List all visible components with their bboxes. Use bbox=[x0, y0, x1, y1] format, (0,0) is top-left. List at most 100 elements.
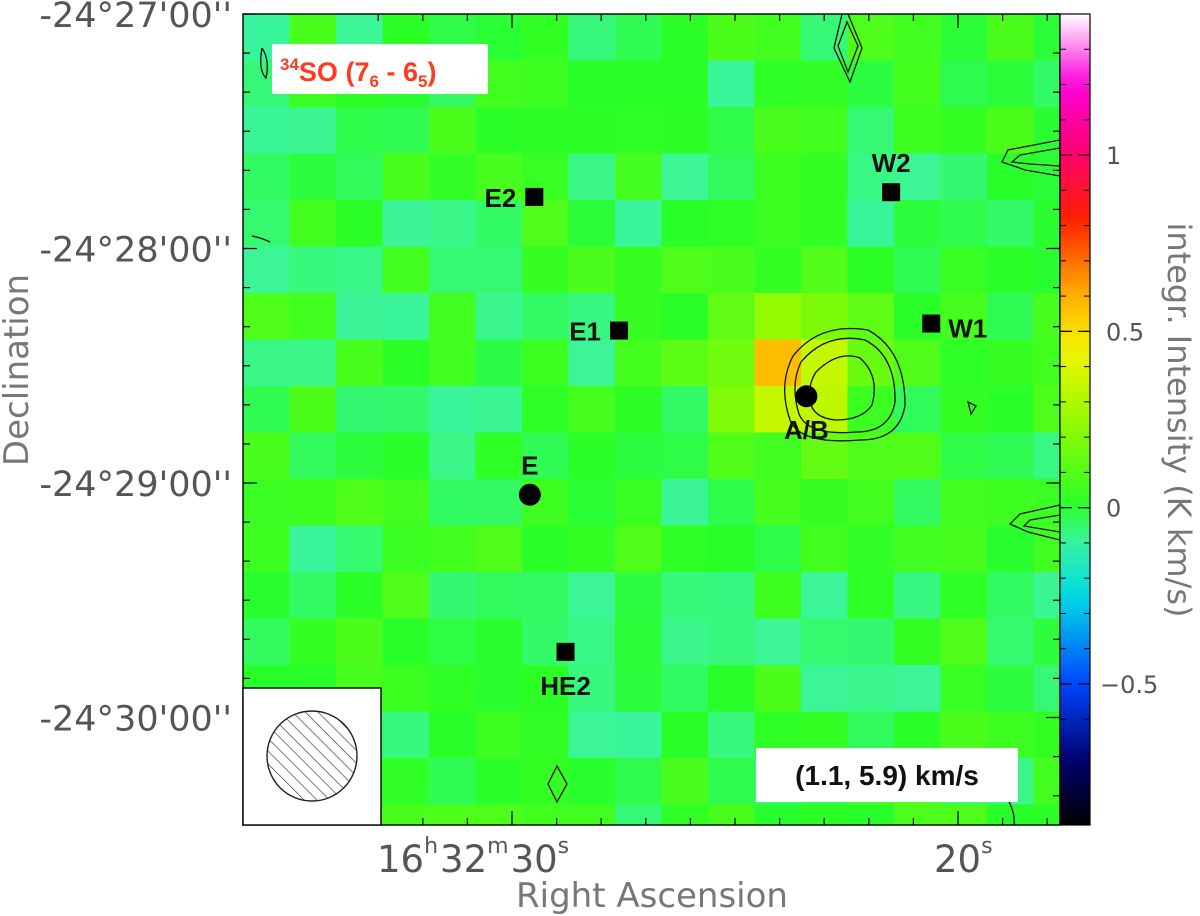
source-marker-square bbox=[610, 321, 629, 340]
map-pixel bbox=[708, 153, 756, 201]
map-pixel bbox=[429, 200, 477, 248]
map-pixel bbox=[754, 246, 802, 294]
map-pixel bbox=[847, 200, 895, 248]
map-pixel bbox=[615, 200, 663, 248]
map-pixel bbox=[940, 665, 988, 713]
map-pixel bbox=[708, 665, 756, 713]
map-pixel bbox=[429, 432, 477, 480]
map-pixel bbox=[429, 758, 477, 806]
map-pixel bbox=[847, 618, 895, 666]
ra-tick-labels: 16h32m30s 20s bbox=[377, 834, 993, 881]
map-pixel bbox=[754, 804, 802, 825]
map-pixel bbox=[568, 339, 616, 387]
contour-path bbox=[833, 14, 863, 84]
map-pixel bbox=[801, 572, 849, 620]
map-pixel bbox=[568, 386, 616, 434]
transition-upper: 7 bbox=[354, 57, 369, 87]
map-pixel bbox=[661, 200, 709, 248]
map-pixel bbox=[708, 479, 756, 527]
map-pixel bbox=[661, 293, 709, 341]
map-pixel bbox=[289, 479, 337, 527]
map-pixel bbox=[568, 572, 616, 620]
transition-lower: 6 bbox=[403, 57, 418, 87]
map-pixel bbox=[289, 200, 337, 248]
map-pixel bbox=[475, 153, 523, 201]
map-pixel bbox=[708, 339, 756, 387]
map-pixel bbox=[894, 432, 942, 480]
map-pixel bbox=[475, 525, 523, 573]
source-marker-circle bbox=[518, 483, 541, 506]
map-pixel bbox=[568, 432, 616, 480]
map-pixel bbox=[429, 293, 477, 341]
map-pixel bbox=[894, 200, 942, 248]
colorbar-gradient bbox=[1059, 13, 1091, 826]
ra-s-unit-2: s bbox=[981, 834, 992, 859]
map-pixel bbox=[940, 246, 988, 294]
contour-path bbox=[1008, 504, 1060, 541]
map-pixel bbox=[1033, 665, 1060, 713]
source-label: W2 bbox=[872, 148, 911, 178]
map-pixel bbox=[522, 246, 570, 294]
map-pixel bbox=[661, 339, 709, 387]
map-pixel bbox=[615, 572, 663, 620]
map-pixel bbox=[522, 758, 570, 806]
ra-hours: 16 bbox=[377, 838, 424, 881]
map-pixel bbox=[1033, 618, 1060, 666]
map-pixel bbox=[1033, 246, 1060, 294]
contour-path bbox=[1022, 514, 1060, 533]
map-pixel bbox=[243, 386, 291, 434]
map-pixel bbox=[429, 339, 477, 387]
map-pixel bbox=[522, 200, 570, 248]
source-label: HE2 bbox=[540, 671, 591, 701]
map-pixel bbox=[615, 386, 663, 434]
map-pixel bbox=[661, 14, 709, 62]
source-e1: E1 bbox=[569, 317, 629, 347]
map-pixel bbox=[568, 153, 616, 201]
map-pixel bbox=[661, 804, 709, 825]
map-pixel bbox=[1033, 804, 1060, 825]
ra-tick-label-2: 20s bbox=[934, 834, 993, 881]
map-pixel bbox=[429, 665, 477, 713]
map-pixel bbox=[615, 339, 663, 387]
map-pixel bbox=[1033, 107, 1060, 155]
map-pixel bbox=[243, 200, 291, 248]
map-pixel bbox=[894, 386, 942, 434]
map-pixel bbox=[801, 246, 849, 294]
map-pixel bbox=[661, 107, 709, 155]
map-pixel bbox=[475, 246, 523, 294]
map-pixel bbox=[568, 293, 616, 341]
colorbar-tick-label: 0.5 bbox=[1106, 318, 1144, 346]
map-pixel bbox=[336, 525, 384, 573]
source-label: W1 bbox=[948, 314, 987, 344]
molecule-label-box: 34SO (76 - 65) bbox=[272, 44, 488, 94]
dec-tick-label: -24°28'00'' bbox=[39, 231, 232, 271]
map-pixel bbox=[243, 246, 291, 294]
contour-path bbox=[967, 400, 977, 416]
map-pixel bbox=[289, 572, 337, 620]
map-pixel bbox=[243, 572, 291, 620]
map-pixel bbox=[801, 479, 849, 527]
map-pixel bbox=[661, 153, 709, 201]
map-pixel bbox=[336, 432, 384, 480]
map-pixel bbox=[894, 60, 942, 108]
map-pixel bbox=[940, 386, 988, 434]
map-pixel bbox=[987, 479, 1035, 527]
map-pixel bbox=[801, 618, 849, 666]
map-pixel bbox=[568, 246, 616, 294]
source-w1: W1 bbox=[922, 314, 987, 344]
map-pixel bbox=[336, 246, 384, 294]
map-pixel bbox=[987, 618, 1035, 666]
map-pixel bbox=[382, 758, 430, 806]
map-pixel bbox=[708, 60, 756, 108]
map-pixel bbox=[475, 711, 523, 759]
map-pixel bbox=[522, 293, 570, 341]
map-pixel bbox=[987, 804, 1035, 825]
source-w2: W2 bbox=[872, 148, 911, 202]
map-pixel bbox=[289, 246, 337, 294]
map-pixel bbox=[847, 246, 895, 294]
map-pixel bbox=[661, 665, 709, 713]
contour-path bbox=[1001, 139, 1060, 177]
map-pixel bbox=[801, 804, 849, 825]
map-pixel bbox=[475, 293, 523, 341]
map-pixel bbox=[429, 618, 477, 666]
